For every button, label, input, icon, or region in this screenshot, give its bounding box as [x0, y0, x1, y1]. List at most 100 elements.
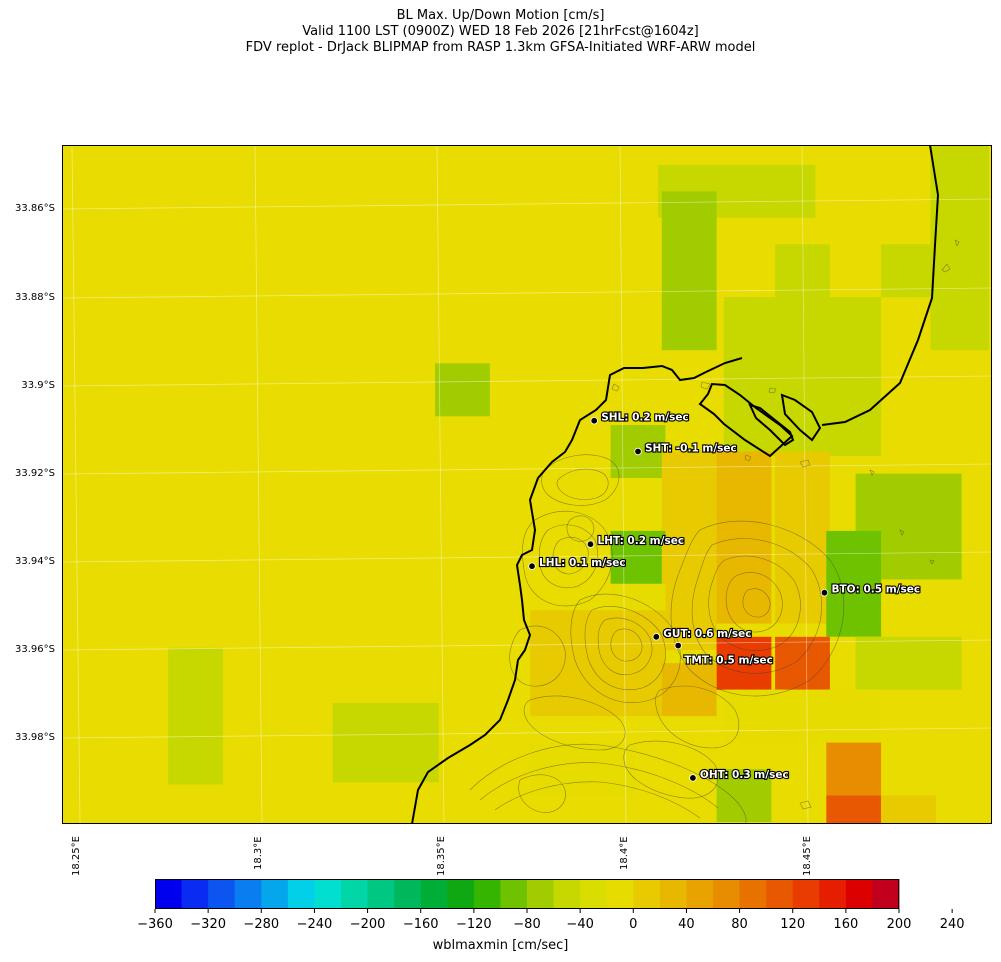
colorbar-swatch	[713, 879, 741, 909]
colorbar-tick-label: 0	[629, 917, 638, 932]
colorbar-swatch	[792, 879, 820, 909]
field-cell	[775, 544, 830, 624]
colorbar-swatch	[287, 879, 315, 909]
colorbar-tick-label: −360	[137, 917, 173, 932]
station-dot-bto[interactable]	[820, 589, 829, 597]
lat-label-33-98: 33.98°S	[15, 732, 55, 743]
colorbar-tick-label: 160	[833, 917, 859, 932]
colorbar-swatch	[686, 879, 714, 909]
colorbar-swatch	[367, 879, 395, 909]
colorbar-swatch	[394, 879, 422, 909]
colorbar-frame	[155, 879, 899, 909]
field-cell	[661, 191, 717, 351]
field-cell	[881, 244, 936, 298]
colorbar-tick-label: −40	[566, 917, 594, 932]
colorbar-swatch	[845, 879, 873, 909]
colorbar-label: wblmaxmin [cm/sec]	[432, 938, 569, 953]
lat-label-33-86: 33.86°S	[15, 203, 55, 214]
field-cell	[775, 636, 830, 690]
colorbar-swatch	[420, 879, 448, 909]
vertical-motion-field	[168, 145, 989, 824]
station-dot-shl[interactable]	[590, 417, 598, 425]
colorbar-swatch	[181, 879, 209, 909]
field-cell	[826, 795, 882, 824]
lat-label-33-88: 33.88°S	[15, 292, 55, 303]
colorbar-swatch	[739, 879, 767, 909]
colorbar-swatch	[606, 879, 634, 909]
field-cell	[775, 451, 830, 558]
station-label-gut: GUT: 0.6 m/sec	[663, 628, 751, 640]
colorbar-swatch	[473, 879, 501, 909]
field-cell	[855, 636, 962, 690]
colorbar-tick-label: −120	[455, 917, 492, 932]
field-cell	[716, 636, 772, 690]
field-cell	[661, 451, 717, 558]
colorbar-tick-label: 200	[886, 917, 912, 932]
field-cell	[716, 451, 772, 558]
field-cell	[435, 363, 490, 417]
station-label-sht: SHT: -0.1 m/sec	[645, 443, 737, 455]
map-title-line1: BL Max. Up/Down Motion [cm/s]	[396, 8, 605, 23]
field-cell	[168, 647, 223, 785]
station-dot-oht[interactable]	[689, 774, 697, 782]
lon-label-18-35: 18.35°E	[436, 836, 447, 876]
station-dot-gut[interactable]	[652, 633, 660, 641]
station-dot-sht[interactable]	[634, 447, 642, 456]
station-label-lhl: LHL: 0.1 m/sec	[539, 557, 626, 569]
colorbar-tick-label: −160	[402, 917, 439, 932]
field-cell	[661, 544, 717, 650]
lon-label-18-4: 18.4°E	[619, 836, 630, 870]
station-markers: SHL: 0.2 m/sec SHT: -0.1 m/sec LHT: 0.2 m/…	[528, 411, 921, 782]
station-label-shl: SHL: 0.2 m/sec	[601, 412, 689, 424]
field-cell	[610, 610, 666, 717]
station-dot-lhl[interactable]	[528, 562, 536, 570]
colorbar-tick-label: −280	[243, 917, 280, 932]
colorbar-swatch	[659, 879, 687, 909]
field-cell	[775, 244, 830, 298]
station-label-tmt: TMT: 0.5 m/sec	[684, 655, 773, 667]
colorbar-tick-label: 40	[678, 917, 695, 932]
map-title-line3: FDV replot - DrJack BLIPMAP from RASP 1.…	[245, 40, 756, 55]
field-cell	[930, 145, 989, 351]
colorbar-swatch	[208, 879, 236, 909]
field-cell	[881, 795, 936, 824]
map-title-line2: Valid 1100 LST (0900Z) WED 18 Feb 2026 […	[302, 24, 699, 39]
terrain-contours	[469, 239, 960, 824]
colorbar-swatch	[447, 879, 475, 909]
colorbar-tick-label: 80	[731, 917, 748, 932]
station-label-bto: BTO: 0.5 m/sec	[832, 584, 921, 596]
field-cell	[723, 297, 882, 456]
colorbar-swatch	[819, 879, 847, 909]
colorbar-tick-label: −320	[190, 917, 226, 932]
lat-label-33-9: 33.9°S	[21, 380, 55, 391]
field-cell	[826, 689, 882, 743]
colorbar-swatch	[553, 879, 581, 909]
colorbar-swatch	[580, 879, 608, 909]
colorbar-swatch	[261, 879, 289, 909]
colorbar-tick-label: −240	[296, 917, 333, 932]
lon-label-18-45: 18.45°E	[802, 836, 813, 876]
lat-label-33-96: 33.96°S	[15, 644, 55, 655]
colorbar-swatch	[234, 879, 262, 909]
colorbar-tick-label: 240	[939, 917, 965, 932]
colorbar-swatch	[766, 879, 794, 909]
station-dot-lht[interactable]	[586, 540, 595, 548]
lat-label-33-92: 33.92°S	[15, 468, 55, 479]
field-cell	[716, 769, 772, 822]
lon-label-18-3: 18.3°E	[253, 836, 264, 870]
station-dot-tmt[interactable]	[674, 641, 682, 650]
colorbar-tick-label: −80	[513, 917, 541, 932]
field-cell	[826, 742, 882, 796]
colorbar-swatch	[155, 879, 183, 909]
station-label-lht: LHT: 0.2 m/sec	[598, 535, 685, 547]
coastline	[411, 145, 940, 824]
colorbar-tick-label: −200	[349, 917, 386, 932]
field-cell	[610, 530, 666, 584]
colorbar-swatch	[872, 879, 900, 909]
colorbar-swatch	[527, 879, 555, 909]
colorbar-swatch	[314, 879, 342, 909]
colorbar	[154, 879, 953, 913]
colorbar-swatch	[500, 879, 528, 909]
station-label-oht: OHT: 0.3 m/sec	[700, 769, 789, 781]
